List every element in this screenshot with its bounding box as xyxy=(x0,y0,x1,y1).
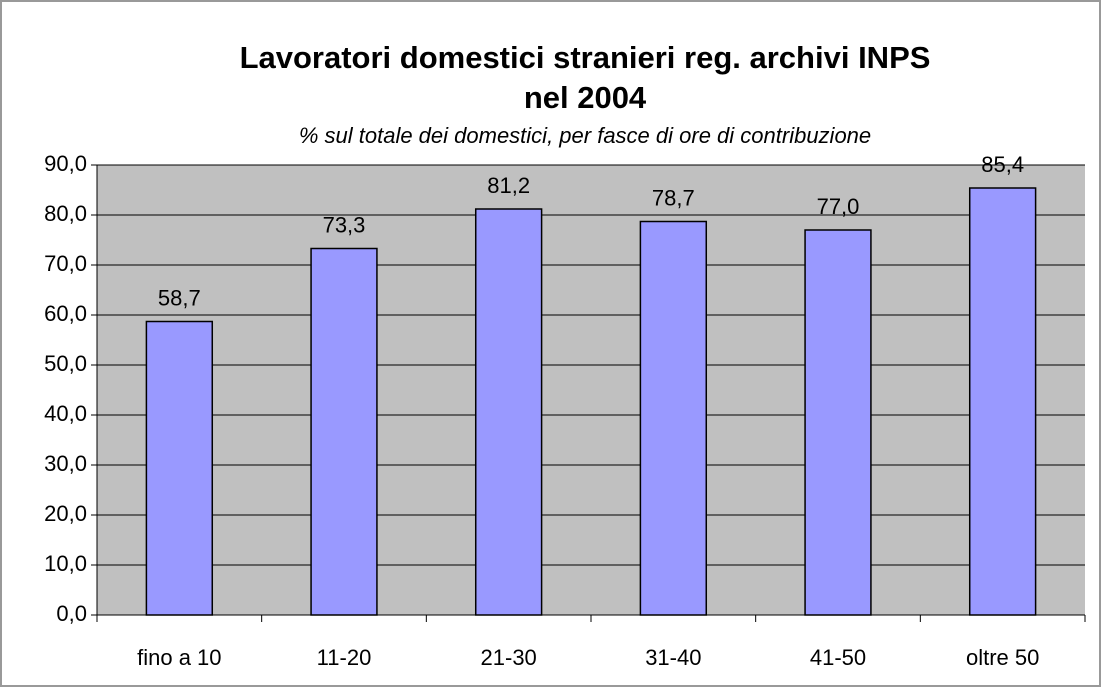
x-tick-label: fino a 10 xyxy=(137,645,221,670)
chart-title: Lavoratori domestici stranieri reg. arch… xyxy=(240,40,931,75)
bar xyxy=(968,187,1037,616)
chart-title: nel 2004 xyxy=(524,80,647,115)
value-label: 73,3 xyxy=(323,212,366,237)
bar xyxy=(804,229,872,616)
bar xyxy=(310,247,378,616)
value-label: 58,7 xyxy=(158,285,201,310)
y-tick-label: 30,0 xyxy=(44,451,87,476)
y-tick-label: 0,0 xyxy=(56,601,87,626)
y-tick-label: 90,0 xyxy=(44,151,87,176)
bar xyxy=(639,220,708,616)
bar xyxy=(474,208,543,616)
x-tick-label: 41-50 xyxy=(810,645,866,670)
y-tick-label: 10,0 xyxy=(44,551,87,576)
x-tick-label: 31-40 xyxy=(645,645,701,670)
y-tick-label: 40,0 xyxy=(44,401,87,426)
value-label: 77,0 xyxy=(817,194,860,219)
y-tick-label: 50,0 xyxy=(44,351,87,376)
y-tick-label: 20,0 xyxy=(44,501,87,526)
y-tick-label: 80,0 xyxy=(44,201,87,226)
plot-area xyxy=(97,165,1085,615)
x-tick-label: 21-30 xyxy=(481,645,537,670)
y-tick-label: 70,0 xyxy=(44,251,87,276)
chart-subtitle: % sul totale dei domestici, per fasce di… xyxy=(299,123,871,148)
x-tick-label: oltre 50 xyxy=(966,645,1039,670)
x-tick-label: 11-20 xyxy=(317,645,372,670)
value-label: 85,4 xyxy=(981,152,1024,177)
value-label: 81,2 xyxy=(487,173,530,198)
value-label: 78,7 xyxy=(652,185,695,210)
bar xyxy=(145,320,214,616)
y-tick-label: 60,0 xyxy=(44,301,87,326)
